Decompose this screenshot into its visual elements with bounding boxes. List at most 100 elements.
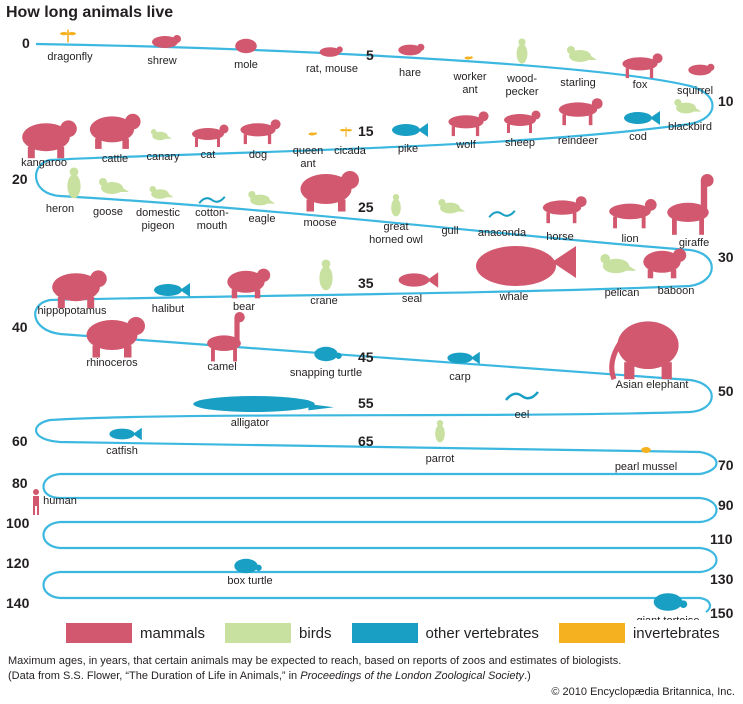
caption-line-2: (Data from S.S. Flower, “The Duration of… xyxy=(8,669,738,684)
animal-snapping-turtle: snapping turtle xyxy=(290,346,362,379)
animal-pearl-mussel-label: pearl mussel xyxy=(615,461,677,473)
animal-cattle-icon xyxy=(89,113,141,149)
animal-eagle-label: eagle xyxy=(249,213,276,225)
animal-cat-icon xyxy=(192,124,229,147)
animal-great-horned-owl: great horned owl xyxy=(369,194,423,246)
animal-carp-label: carp xyxy=(449,371,470,383)
legend-swatch-other xyxy=(351,623,418,643)
tick-label: 40 xyxy=(12,319,28,335)
caption-source-prefix: (Data from S.S. Flower, “The Duration of… xyxy=(8,670,301,682)
animal-moose: moose xyxy=(300,171,359,229)
animal-giraffe-icon xyxy=(667,174,714,235)
animal-blackbird-label: blackbird xyxy=(668,121,712,133)
animal-worker-ant: worker ant xyxy=(452,56,487,96)
animal-sheep: sheep xyxy=(504,110,541,149)
animal-dragonfly: dragonfly xyxy=(47,29,93,63)
copyright: © 2010 Encyclopædia Britannica, Inc. xyxy=(551,686,735,698)
animal-lion-icon xyxy=(609,199,657,229)
animal-catfish: catfish xyxy=(106,427,142,457)
animal-pearl-mussel: pearl mussel xyxy=(615,447,677,473)
animal-crane-label: crane xyxy=(310,295,338,307)
legend-swatch-birds xyxy=(225,623,292,643)
tick-label: 5 xyxy=(366,47,374,63)
animal-horse-label: horse xyxy=(546,231,574,243)
animal-box-turtle-label: box turtle xyxy=(227,575,272,587)
animal-giraffe: giraffe xyxy=(667,174,714,249)
animal-kangaroo: kangaroo xyxy=(21,120,77,169)
animal-rat-mouse: rat, mouse xyxy=(306,46,358,75)
animal-parrot: parrot xyxy=(426,420,455,465)
animal-blackbird-icon xyxy=(674,99,702,114)
animal-blackbird: blackbird xyxy=(668,99,712,133)
tick-label: 15 xyxy=(358,123,374,139)
tick-label: 150 xyxy=(710,605,734,620)
animal-worker-ant-label: worker ant xyxy=(452,71,486,96)
animal-parrot-label: parrot xyxy=(426,453,455,465)
animal-human-label: human xyxy=(43,495,77,507)
legend-label-other: other vertebrates xyxy=(425,624,539,642)
animal-whale: whale xyxy=(476,246,576,303)
legend-mammals: mammals xyxy=(66,623,205,643)
animal-fox: fox xyxy=(622,53,663,91)
animal-squirrel: squirrel xyxy=(677,63,715,97)
timeline-path-line xyxy=(34,42,718,613)
animal-rhinoceros: rhinoceros xyxy=(86,317,145,369)
tick-labels: 0 5 10 15 20 25 30 35 40 45 50 55 60 65 70 80 90 100 110 12… xyxy=(6,35,734,620)
animal-hippopotamus-icon xyxy=(52,270,107,309)
tick-label: 90 xyxy=(718,497,734,513)
animal-anaconda: anaconda xyxy=(478,210,527,239)
legend-swatch-mammals xyxy=(66,623,132,643)
animal-eagle: eagle xyxy=(248,191,275,225)
caption: Maximum ages, in years, that certain ani… xyxy=(8,654,738,684)
animal-cat-label: cat xyxy=(201,149,216,161)
animal-camel-icon xyxy=(207,312,245,362)
animal-cat: cat xyxy=(192,124,229,161)
animal-box-turtle: box turtle xyxy=(227,558,273,587)
animal-canary-icon xyxy=(150,129,172,141)
animal-starling-label: starling xyxy=(560,77,595,89)
animal-kangaroo-icon xyxy=(22,120,77,159)
animal-mole: mole xyxy=(234,38,258,71)
animal-cod: cod xyxy=(624,111,660,143)
animal-asian-elephant-icon xyxy=(609,321,679,381)
animal-heron-icon xyxy=(67,167,81,199)
animal-pelican-label: pelican xyxy=(605,287,640,299)
tick-label: 80 xyxy=(12,475,28,491)
animal-reindeer-label: reindeer xyxy=(558,135,599,147)
animal-domestic-pigeon-label: domestic pigeon xyxy=(136,207,181,232)
animal-pelican: pelican xyxy=(600,254,639,299)
animal-hare: hare xyxy=(398,43,425,79)
animal-cod-label: cod xyxy=(629,131,647,143)
animal-anaconda-label: anaconda xyxy=(478,227,527,239)
animal-cattle-label: cattle xyxy=(102,153,128,165)
legend-birds: birds xyxy=(225,623,332,643)
animal-hippopotamus-label: hippopotamus xyxy=(37,305,107,317)
animal-wolf-label: wolf xyxy=(455,139,477,151)
animal-shrew-label: shrew xyxy=(147,55,176,67)
animal-domestic-pigeon: domestic pigeon xyxy=(136,186,181,232)
animal-catfish-icon xyxy=(109,427,142,441)
legend-other: other vertebrates xyxy=(351,623,539,643)
animal-queen-ant: queen ant xyxy=(293,132,323,170)
animal-whale-label: whale xyxy=(499,291,529,303)
animal-shrew: shrew xyxy=(147,35,181,67)
animal-eel: eel xyxy=(505,391,539,421)
animal-human: human xyxy=(33,489,77,515)
animal-alligator: alligator xyxy=(193,396,334,429)
animal-pearl-mussel-icon xyxy=(641,447,651,453)
animal-lion: lion xyxy=(609,199,657,245)
animal-mole-icon xyxy=(235,38,257,54)
animal-moose-icon xyxy=(300,171,359,212)
animal-halibut-label: halibut xyxy=(152,303,184,315)
animal-whale-icon xyxy=(476,246,576,286)
animal-reindeer: reindeer xyxy=(558,98,603,147)
animal-moose-label: moose xyxy=(303,217,336,229)
tick-label: 110 xyxy=(710,531,733,547)
animal-pike: pike xyxy=(392,123,428,155)
tick-label: 140 xyxy=(6,595,30,611)
animal-rhinoceros-icon xyxy=(86,317,145,358)
animal-reindeer-icon xyxy=(558,98,603,126)
animal-domestic-pigeon-icon xyxy=(149,186,174,199)
tick-label: 45 xyxy=(358,349,374,365)
animal-human-icon xyxy=(33,489,39,515)
